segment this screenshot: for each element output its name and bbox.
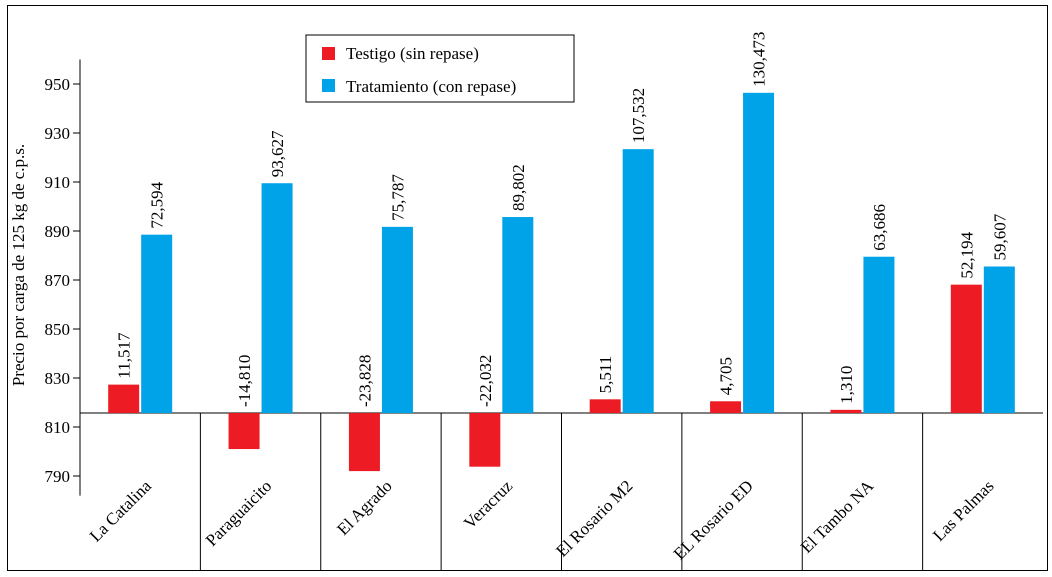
bar-testigo	[830, 409, 862, 414]
y-tick-label: 870	[45, 271, 71, 290]
bar-value-label: 93,627	[268, 130, 287, 177]
bar-value-label: -14,810	[235, 355, 254, 407]
bar-value-label: 89,802	[509, 164, 528, 211]
bar-tratamiento	[622, 149, 654, 414]
bar-value-label: 52,194	[957, 231, 976, 278]
legend-swatch-tratamiento	[322, 79, 335, 92]
x-tick-label: El Tambo NA	[797, 476, 878, 557]
x-tick-labels: La Catalina Paraguaicito El Agrado Veracruz…	[86, 476, 998, 564]
x-tick-label: Las Palmas	[929, 476, 998, 545]
bar-value-label: 5,511	[596, 356, 615, 394]
y-tick-label: 950	[45, 75, 71, 94]
x-tick-label: La Catalina	[86, 476, 155, 545]
bar-value-label: 130,473	[750, 32, 769, 87]
bar-tratamiento	[261, 183, 293, 414]
bar-value-label: 1,310	[837, 366, 856, 404]
y-tick-label: 910	[45, 173, 71, 192]
x-tick-label: Paraguaicito	[202, 476, 276, 550]
bar-testigo	[108, 384, 140, 414]
bar-tratamiento	[141, 234, 173, 414]
y-axis-label: Precio por carga de 125 kg de c.p.s.	[9, 144, 28, 386]
y-tick-label: 890	[45, 222, 71, 241]
bar-testigo	[469, 413, 501, 467]
legend-box	[305, 34, 575, 103]
y-tick-label: 790	[45, 467, 71, 486]
x-tick-label: EL Rosario ED	[670, 476, 757, 563]
x-tick-label: Veracruz	[460, 476, 516, 532]
category-separators	[199, 413, 924, 571]
y-tick-label: 850	[45, 320, 71, 339]
bar-tratamiento	[381, 226, 413, 414]
bar-value-label: 59,607	[990, 213, 1009, 260]
bar-testigo	[950, 284, 982, 414]
y-ticks: 790 810 830 850 870 890 910 930 950	[45, 75, 80, 486]
bar-value-label: 11,517	[115, 332, 134, 379]
bar-testigo	[228, 413, 260, 450]
bar-testigo	[710, 401, 742, 414]
x-tick-label: El Rosario M2	[552, 476, 636, 560]
bar-tratamiento	[502, 217, 534, 414]
legend: Testigo (sin repase) Tratamiento (con re…	[305, 34, 575, 103]
bar-tratamiento	[863, 256, 895, 414]
bar-value-label: -23,828	[355, 355, 374, 407]
legend-label-tratamiento: Tratamiento (con repase)	[346, 77, 516, 96]
bar-tratamiento	[983, 266, 1015, 414]
bar-testigo	[348, 413, 380, 472]
bar-value-label: 4,705	[717, 357, 736, 395]
bar-labels: 11,517 72,594 -14,810 93,627 -23,828 75,787 -2…	[115, 32, 1010, 407]
x-tick-label: El Agrado	[333, 476, 396, 539]
bar-tratamiento	[743, 92, 775, 414]
bar-value-label: 107,532	[629, 88, 648, 143]
bar-value-label: 75,787	[388, 174, 407, 221]
bar-testigo	[589, 399, 621, 414]
legend-label-testigo: Testigo (sin repase)	[346, 44, 479, 63]
y-tick-label: 930	[45, 124, 71, 143]
bar-value-label: 72,594	[148, 181, 167, 228]
bar-value-label: -22,032	[476, 355, 495, 407]
y-tick-label: 830	[45, 369, 71, 388]
bars	[108, 92, 1015, 472]
y-tick-label: 810	[45, 418, 71, 437]
legend-swatch-testigo	[322, 47, 335, 60]
bar-value-label: 63,686	[870, 204, 889, 251]
